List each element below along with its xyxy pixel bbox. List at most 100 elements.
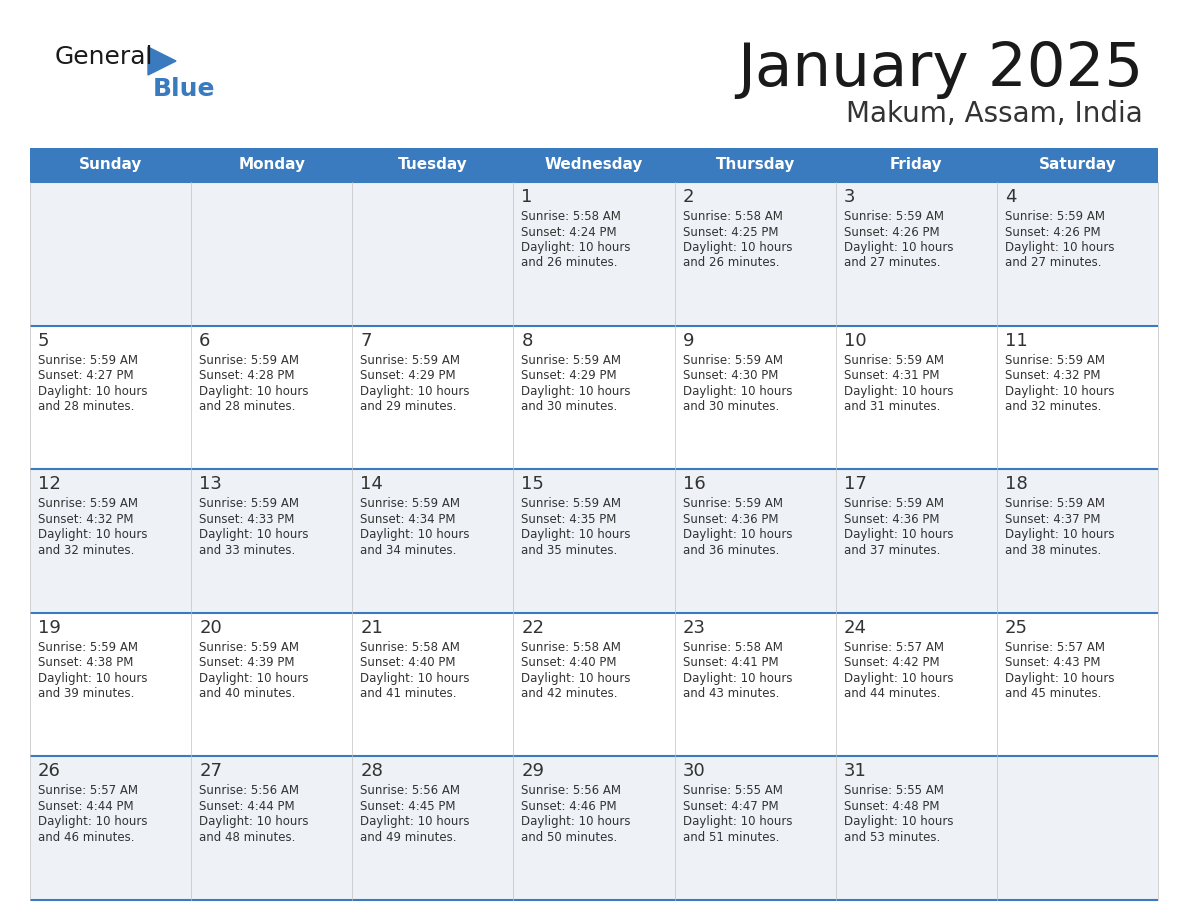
Text: and 26 minutes.: and 26 minutes. xyxy=(683,256,779,270)
Text: Sunrise: 5:59 AM: Sunrise: 5:59 AM xyxy=(38,498,138,510)
Bar xyxy=(30,182,191,326)
Text: 13: 13 xyxy=(200,476,222,493)
Text: 10: 10 xyxy=(843,331,866,350)
Text: Sunset: 4:36 PM: Sunset: 4:36 PM xyxy=(843,512,940,526)
Text: and 35 minutes.: and 35 minutes. xyxy=(522,543,618,556)
Text: Daylight: 10 hours: Daylight: 10 hours xyxy=(200,815,309,828)
Text: 14: 14 xyxy=(360,476,384,493)
Text: Daylight: 10 hours: Daylight: 10 hours xyxy=(522,672,631,685)
Text: Daylight: 10 hours: Daylight: 10 hours xyxy=(522,528,631,542)
Text: and 36 minutes.: and 36 minutes. xyxy=(683,543,779,556)
Text: Sunset: 4:45 PM: Sunset: 4:45 PM xyxy=(360,800,456,813)
Text: Daylight: 10 hours: Daylight: 10 hours xyxy=(843,672,953,685)
Text: Makum, Assam, India: Makum, Assam, India xyxy=(846,100,1143,128)
Text: and 29 minutes.: and 29 minutes. xyxy=(360,400,456,413)
Text: Daylight: 10 hours: Daylight: 10 hours xyxy=(38,528,147,542)
Text: January 2025: January 2025 xyxy=(737,40,1143,99)
Text: and 45 minutes.: and 45 minutes. xyxy=(1005,688,1101,700)
Text: and 40 minutes.: and 40 minutes. xyxy=(200,688,296,700)
Text: Sunrise: 5:59 AM: Sunrise: 5:59 AM xyxy=(683,498,783,510)
Text: Daylight: 10 hours: Daylight: 10 hours xyxy=(683,672,792,685)
Text: Sunset: 4:40 PM: Sunset: 4:40 PM xyxy=(522,656,617,669)
Text: Sunrise: 5:59 AM: Sunrise: 5:59 AM xyxy=(522,498,621,510)
Text: 19: 19 xyxy=(38,619,61,637)
Text: Sunrise: 5:59 AM: Sunrise: 5:59 AM xyxy=(200,498,299,510)
Text: Sunrise: 5:59 AM: Sunrise: 5:59 AM xyxy=(683,353,783,366)
Bar xyxy=(835,182,997,326)
Text: Sunset: 4:41 PM: Sunset: 4:41 PM xyxy=(683,656,778,669)
Text: Sunset: 4:42 PM: Sunset: 4:42 PM xyxy=(843,656,940,669)
Text: Sunset: 4:32 PM: Sunset: 4:32 PM xyxy=(1005,369,1100,382)
Text: 18: 18 xyxy=(1005,476,1028,493)
Text: and 51 minutes.: and 51 minutes. xyxy=(683,831,779,844)
Text: 2: 2 xyxy=(683,188,694,206)
Text: General: General xyxy=(55,45,153,69)
Text: 22: 22 xyxy=(522,619,544,637)
Text: 25: 25 xyxy=(1005,619,1028,637)
Text: Sunset: 4:34 PM: Sunset: 4:34 PM xyxy=(360,512,456,526)
Text: Sunrise: 5:59 AM: Sunrise: 5:59 AM xyxy=(843,210,943,223)
Bar xyxy=(513,326,675,469)
Text: and 34 minutes.: and 34 minutes. xyxy=(360,543,456,556)
Text: Sunrise: 5:58 AM: Sunrise: 5:58 AM xyxy=(683,641,783,654)
Text: Daylight: 10 hours: Daylight: 10 hours xyxy=(200,672,309,685)
Text: Thursday: Thursday xyxy=(715,158,795,173)
Text: Daylight: 10 hours: Daylight: 10 hours xyxy=(1005,241,1114,254)
Bar xyxy=(353,182,513,326)
Text: and 30 minutes.: and 30 minutes. xyxy=(522,400,618,413)
Text: Daylight: 10 hours: Daylight: 10 hours xyxy=(683,815,792,828)
Text: Sunrise: 5:59 AM: Sunrise: 5:59 AM xyxy=(200,641,299,654)
Bar xyxy=(513,756,675,900)
Text: Sunset: 4:24 PM: Sunset: 4:24 PM xyxy=(522,226,617,239)
Bar xyxy=(835,469,997,613)
Text: Daylight: 10 hours: Daylight: 10 hours xyxy=(1005,528,1114,542)
Text: 1: 1 xyxy=(522,188,532,206)
Text: Daylight: 10 hours: Daylight: 10 hours xyxy=(522,815,631,828)
Text: Sunset: 4:29 PM: Sunset: 4:29 PM xyxy=(522,369,617,382)
Text: 4: 4 xyxy=(1005,188,1017,206)
Text: and 39 minutes.: and 39 minutes. xyxy=(38,688,134,700)
Bar xyxy=(513,148,675,182)
Text: 28: 28 xyxy=(360,763,384,780)
Text: Daylight: 10 hours: Daylight: 10 hours xyxy=(38,815,147,828)
Bar xyxy=(353,148,513,182)
Bar xyxy=(997,148,1158,182)
Text: Monday: Monday xyxy=(239,158,305,173)
Text: and 48 minutes.: and 48 minutes. xyxy=(200,831,296,844)
Text: Daylight: 10 hours: Daylight: 10 hours xyxy=(1005,672,1114,685)
Text: Daylight: 10 hours: Daylight: 10 hours xyxy=(843,241,953,254)
Text: Sunset: 4:37 PM: Sunset: 4:37 PM xyxy=(1005,512,1100,526)
Text: Sunrise: 5:55 AM: Sunrise: 5:55 AM xyxy=(683,784,783,798)
Bar xyxy=(353,469,513,613)
Text: Sunrise: 5:59 AM: Sunrise: 5:59 AM xyxy=(38,641,138,654)
Text: 27: 27 xyxy=(200,763,222,780)
Text: 30: 30 xyxy=(683,763,706,780)
Text: 29: 29 xyxy=(522,763,544,780)
Text: 26: 26 xyxy=(38,763,61,780)
Text: and 27 minutes.: and 27 minutes. xyxy=(843,256,940,270)
Text: 9: 9 xyxy=(683,331,694,350)
Text: and 50 minutes.: and 50 minutes. xyxy=(522,831,618,844)
Text: Sunset: 4:43 PM: Sunset: 4:43 PM xyxy=(1005,656,1100,669)
Text: 23: 23 xyxy=(683,619,706,637)
Text: Sunset: 4:27 PM: Sunset: 4:27 PM xyxy=(38,369,133,382)
Bar xyxy=(675,182,835,326)
Text: 8: 8 xyxy=(522,331,532,350)
Text: Sunset: 4:46 PM: Sunset: 4:46 PM xyxy=(522,800,617,813)
Text: Daylight: 10 hours: Daylight: 10 hours xyxy=(200,528,309,542)
Text: Sunset: 4:36 PM: Sunset: 4:36 PM xyxy=(683,512,778,526)
Text: and 44 minutes.: and 44 minutes. xyxy=(843,688,940,700)
Text: Daylight: 10 hours: Daylight: 10 hours xyxy=(360,385,469,397)
Text: Sunset: 4:47 PM: Sunset: 4:47 PM xyxy=(683,800,778,813)
Text: Daylight: 10 hours: Daylight: 10 hours xyxy=(200,385,309,397)
Text: Sunset: 4:48 PM: Sunset: 4:48 PM xyxy=(843,800,940,813)
Text: Sunrise: 5:59 AM: Sunrise: 5:59 AM xyxy=(38,353,138,366)
Text: and 38 minutes.: and 38 minutes. xyxy=(1005,543,1101,556)
Text: and 37 minutes.: and 37 minutes. xyxy=(843,543,940,556)
Bar xyxy=(513,613,675,756)
Text: Sunrise: 5:57 AM: Sunrise: 5:57 AM xyxy=(843,641,943,654)
Text: Daylight: 10 hours: Daylight: 10 hours xyxy=(38,672,147,685)
Text: 12: 12 xyxy=(38,476,61,493)
Bar xyxy=(191,148,353,182)
Bar xyxy=(30,613,191,756)
